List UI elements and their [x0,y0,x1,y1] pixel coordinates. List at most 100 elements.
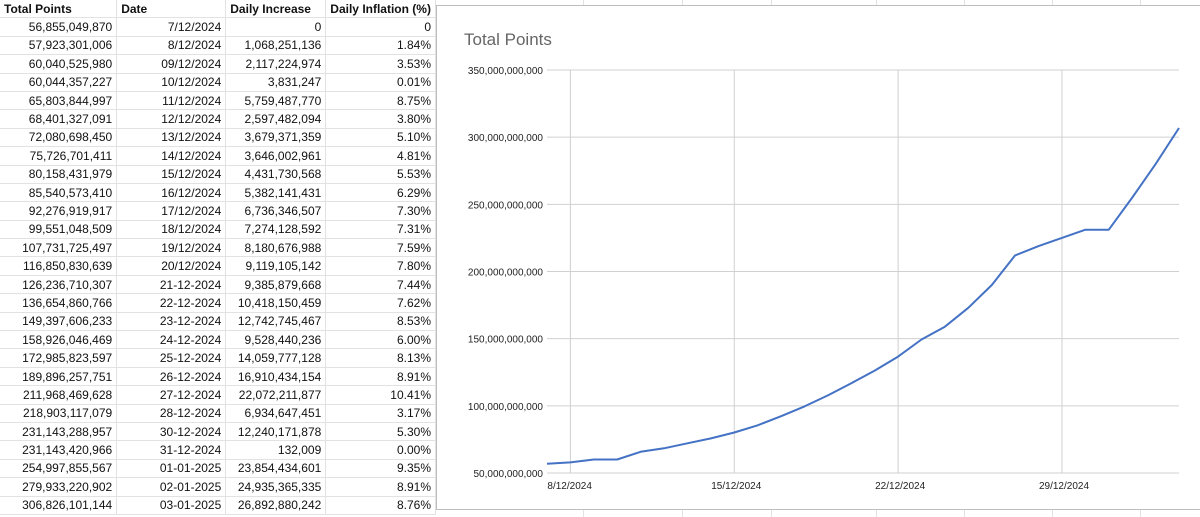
cell[interactable]: 3,831,247 [225,73,327,92]
cell[interactable]: 279,933,220,902 [0,477,118,497]
cell[interactable]: 8.91% [325,477,436,497]
cell[interactable]: 231,143,288,957 [0,422,118,442]
cell[interactable]: 18/12/2024 [116,220,227,240]
cell[interactable]: 60,044,357,227 [0,73,118,92]
cell[interactable]: 7.31% [325,220,436,240]
cell[interactable]: 8.53% [325,312,436,332]
column-header[interactable]: Daily Increase [225,0,327,19]
cell[interactable]: 65,803,844,997 [0,91,118,111]
cell[interactable]: 20/12/2024 [116,256,227,276]
cell[interactable]: 03-01-2025 [116,496,227,515]
cell[interactable]: 7.80% [325,256,436,276]
cell[interactable]: 7.44% [325,275,436,295]
cell[interactable]: 26-12-2024 [116,367,227,387]
cell[interactable]: 56,855,049,870 [0,17,118,37]
cell[interactable]: 30-12-2024 [116,422,227,442]
cell[interactable]: 85,540,573,410 [0,183,118,203]
cell[interactable]: 60,040,525,980 [0,54,118,74]
cell[interactable]: 5,759,487,770 [225,91,327,111]
cell[interactable]: 107,731,725,497 [0,238,118,258]
cell[interactable]: 254,997,855,567 [0,459,118,479]
cell[interactable]: 189,896,257,751 [0,367,118,387]
cell[interactable]: 211,968,469,628 [0,385,118,405]
cell[interactable]: 0.01% [325,73,436,92]
cell[interactable]: 11/12/2024 [116,91,227,111]
cell[interactable]: 149,397,606,233 [0,312,118,332]
cell[interactable]: 3,679,371,359 [225,128,327,148]
cell[interactable]: 7.30% [325,201,436,221]
cell[interactable]: 172,985,823,597 [0,348,118,368]
cell[interactable]: 2,597,482,094 [225,109,327,129]
cell[interactable]: 6.29% [325,183,436,203]
cell[interactable]: 57,923,301,006 [0,36,118,56]
cell[interactable]: 9.35% [325,459,436,479]
cell[interactable]: 02-01-2025 [116,477,227,497]
cell[interactable]: 10/12/2024 [116,73,227,92]
cell[interactable]: 8/12/2024 [116,36,227,56]
cell[interactable]: 4,431,730,568 [225,165,327,184]
cell[interactable]: 80,158,431,979 [0,165,118,184]
cell[interactable]: 7,274,128,592 [225,220,327,240]
cell[interactable]: 6,934,647,451 [225,404,327,423]
cell[interactable]: 136,654,860,766 [0,293,118,313]
column-header[interactable]: Date [116,0,227,19]
cell[interactable]: 7.62% [325,293,436,313]
cell[interactable]: 1,068,251,136 [225,36,327,56]
cell[interactable]: 14/12/2024 [116,146,227,166]
cell[interactable]: 16/12/2024 [116,183,227,203]
cell[interactable]: 8.76% [325,496,436,515]
cell[interactable]: 3.17% [325,404,436,423]
cell[interactable]: 13/12/2024 [116,128,227,148]
cell[interactable]: 92,276,919,917 [0,201,118,221]
cell[interactable]: 28-12-2024 [116,404,227,423]
cell[interactable]: 23-12-2024 [116,312,227,332]
cell[interactable]: 126,236,710,307 [0,275,118,295]
cell[interactable]: 306,826,101,144 [0,496,118,515]
column-header[interactable]: Daily Inflation (%) [325,0,436,19]
cell[interactable]: 0.00% [325,440,436,460]
cell[interactable]: 14,059,777,128 [225,348,327,368]
cell[interactable]: 23,854,434,601 [225,459,327,479]
cell[interactable]: 24,935,365,335 [225,477,327,497]
cell[interactable]: 24-12-2024 [116,330,227,350]
cell[interactable]: 0 [325,17,436,37]
cell[interactable]: 3.80% [325,109,436,129]
cell[interactable]: 5.30% [325,422,436,442]
line-chart[interactable]: Total Points 50,000,000,000 100,000,000,0… [436,5,1200,510]
cell[interactable]: 5.10% [325,128,436,148]
cell[interactable]: 17/12/2024 [116,201,227,221]
cell[interactable]: 16,910,434,154 [225,367,327,387]
cell[interactable]: 21-12-2024 [116,275,227,295]
cell[interactable]: 1.84% [325,36,436,56]
cell[interactable]: 8,180,676,988 [225,238,327,258]
cell[interactable]: 231,143,420,966 [0,440,118,460]
cell[interactable]: 10,418,150,459 [225,293,327,313]
cell[interactable]: 8.13% [325,348,436,368]
cell[interactable]: 5.53% [325,165,436,184]
cell[interactable]: 7/12/2024 [116,17,227,37]
cell[interactable]: 3.53% [325,54,436,74]
cell[interactable]: 10.41% [325,385,436,405]
cell[interactable]: 9,528,440,236 [225,330,327,350]
cell[interactable]: 9,385,879,668 [225,275,327,295]
cell[interactable]: 99,551,048,509 [0,220,118,240]
cell[interactable]: 27-12-2024 [116,385,227,405]
cell[interactable]: 3,646,002,961 [225,146,327,166]
column-header[interactable]: Total Points [0,0,118,19]
cell[interactable]: 9,119,105,142 [225,256,327,276]
cell[interactable]: 25-12-2024 [116,348,227,368]
cell[interactable]: 12,742,745,467 [225,312,327,332]
cell[interactable]: 132,009 [225,440,327,460]
cell[interactable]: 5,382,141,431 [225,183,327,203]
cell[interactable]: 31-12-2024 [116,440,227,460]
cell[interactable]: 12/12/2024 [116,109,227,129]
cell[interactable]: 8.91% [325,367,436,387]
cell[interactable]: 218,903,117,079 [0,404,118,423]
cell[interactable]: 26,892,880,242 [225,496,327,515]
cell[interactable]: 01-01-2025 [116,459,227,479]
cell[interactable]: 158,926,046,469 [0,330,118,350]
cell[interactable]: 7.59% [325,238,436,258]
cell[interactable]: 0 [225,17,327,37]
cell[interactable]: 15/12/2024 [116,165,227,184]
cell[interactable]: 19/12/2024 [116,238,227,258]
